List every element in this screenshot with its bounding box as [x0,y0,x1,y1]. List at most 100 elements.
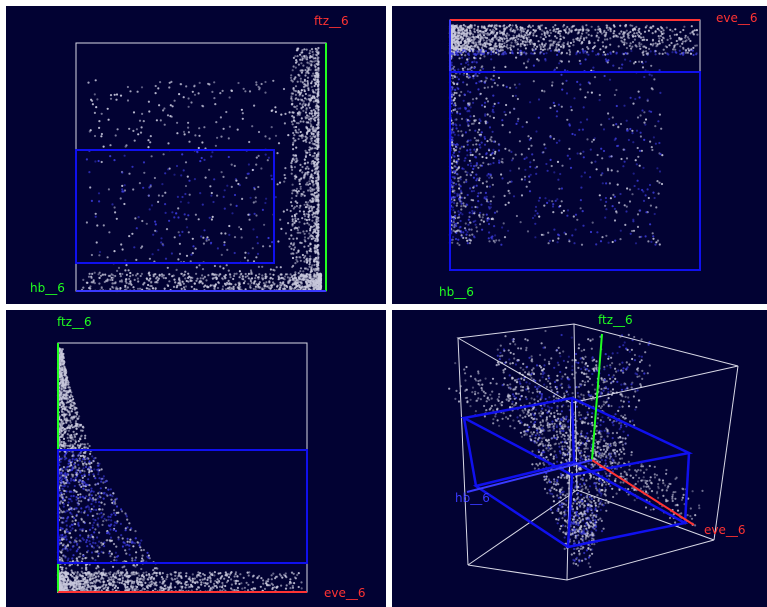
data-point [308,102,311,105]
data-point [230,89,233,92]
data-point [460,202,463,205]
data-point [244,272,247,276]
data-point [247,252,250,255]
data-point [163,107,166,110]
data-point [315,62,318,65]
data-point [498,30,501,33]
data-point [544,42,547,45]
data-point [155,119,158,122]
data-point [120,280,123,283]
data-point [572,215,575,218]
data-point [287,222,290,225]
data-point [505,37,508,40]
data-point [630,49,633,53]
data-point [579,199,582,202]
data-point [618,67,621,70]
data-point [598,99,601,102]
data-point [536,58,539,61]
data-point [296,281,299,284]
data-point [299,53,302,56]
data-point [470,122,474,125]
data-point [296,231,299,234]
data-point [466,154,469,157]
data-point [316,237,319,240]
data-point [264,80,267,84]
data-point [500,45,503,48]
data-point [586,46,589,49]
data-point [559,35,562,38]
data-point [496,210,499,213]
data-point [468,228,471,231]
data-point [555,115,558,118]
data-point [493,45,496,48]
data-point [313,78,316,82]
data-point [205,239,208,242]
data-point [302,135,305,138]
data-point [308,232,311,235]
gate-rectangle[interactable] [75,149,275,264]
data-point [556,241,559,244]
data-point [299,270,302,273]
data-point [640,43,643,46]
data-point [451,52,454,55]
data-point [506,47,509,50]
data-point [313,258,317,261]
data-point [460,205,463,208]
data-point [576,152,579,155]
data-point [311,169,314,172]
data-point [315,155,319,158]
data-point [275,266,278,269]
data-point [566,118,569,121]
data-point [134,217,137,220]
data-point [284,273,288,276]
data-point [490,53,493,56]
data-point [562,209,565,212]
data-point [246,172,249,175]
data-point [223,241,226,244]
data-point [544,26,547,30]
data-point [315,102,318,105]
data-point [317,229,320,232]
data-point [636,146,639,150]
data-point [229,203,232,206]
data-point [184,277,187,280]
data-point [638,43,641,46]
data-point [112,286,115,289]
data-point [137,133,140,136]
data-point [231,212,234,215]
data-point [646,99,649,102]
data-point [315,68,318,71]
data-point [220,171,223,174]
data-point [591,140,594,143]
data-point [451,162,454,165]
data-point [507,189,510,192]
data-point [505,85,508,88]
data-point [180,174,183,177]
data-point [639,135,642,138]
data-point [255,283,258,286]
data-point [124,145,127,148]
data-point [154,273,157,276]
data-point [296,49,299,52]
data-point [556,160,560,163]
data-point [554,48,557,52]
data-point [233,272,236,275]
data-point [309,242,312,245]
data-point [541,89,544,92]
data-point [305,121,308,124]
data-point [458,150,461,153]
data-point [479,43,482,46]
data-point [304,149,307,152]
data-point [117,266,121,269]
data-point [301,253,304,257]
data-point [483,101,487,104]
data-point [304,167,307,170]
data-point [119,197,122,200]
data-point [311,147,314,150]
data-point [557,41,560,44]
data-point [88,171,91,174]
data-point [111,285,114,288]
data-point [228,233,231,236]
data-point [480,80,483,83]
gate-rectangle[interactable] [449,71,701,271]
